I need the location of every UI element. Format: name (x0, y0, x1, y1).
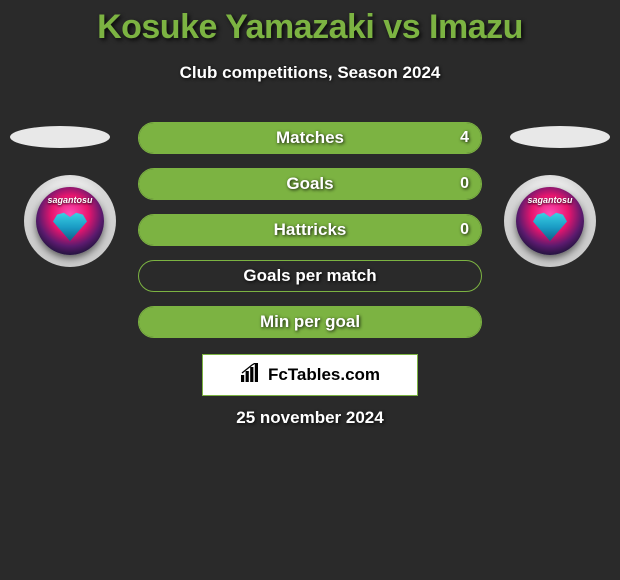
badge-label-left: sagantosu (47, 195, 92, 205)
badge-label-right: sagantosu (527, 195, 572, 205)
stat-right-value: 4 (460, 129, 469, 147)
subtitle: Club competitions, Season 2024 (0, 63, 620, 83)
stats-container: Matches 4 Goals 0 Hattricks 0 Goals per … (138, 122, 482, 352)
stat-row-goals: Goals 0 (138, 168, 482, 200)
stat-label: Min per goal (139, 312, 481, 332)
heart-icon (53, 211, 87, 241)
stat-row-hattricks: Hattricks 0 (138, 214, 482, 246)
stat-right-value: 0 (460, 221, 469, 239)
chart-icon (240, 363, 262, 388)
stat-label: Goals (139, 174, 481, 194)
heart-icon (533, 211, 567, 241)
club-badge-left: sagantosu (24, 175, 116, 267)
player-avatar-right (510, 126, 610, 148)
player-avatar-left (10, 126, 110, 148)
stat-row-matches: Matches 4 (138, 122, 482, 154)
stat-right-value: 0 (460, 175, 469, 193)
page-title: Kosuke Yamazaki vs Imazu (0, 0, 620, 47)
brand-text: FcTables.com (268, 365, 380, 385)
stat-row-goals-per-match: Goals per match (138, 260, 482, 292)
brand-box[interactable]: FcTables.com (202, 354, 418, 396)
stat-label: Hattricks (139, 220, 481, 240)
club-badge-right: sagantosu (504, 175, 596, 267)
stat-label: Matches (139, 128, 481, 148)
date-label: 25 november 2024 (0, 408, 620, 428)
stat-label: Goals per match (139, 266, 481, 286)
stat-row-min-per-goal: Min per goal (138, 306, 482, 338)
